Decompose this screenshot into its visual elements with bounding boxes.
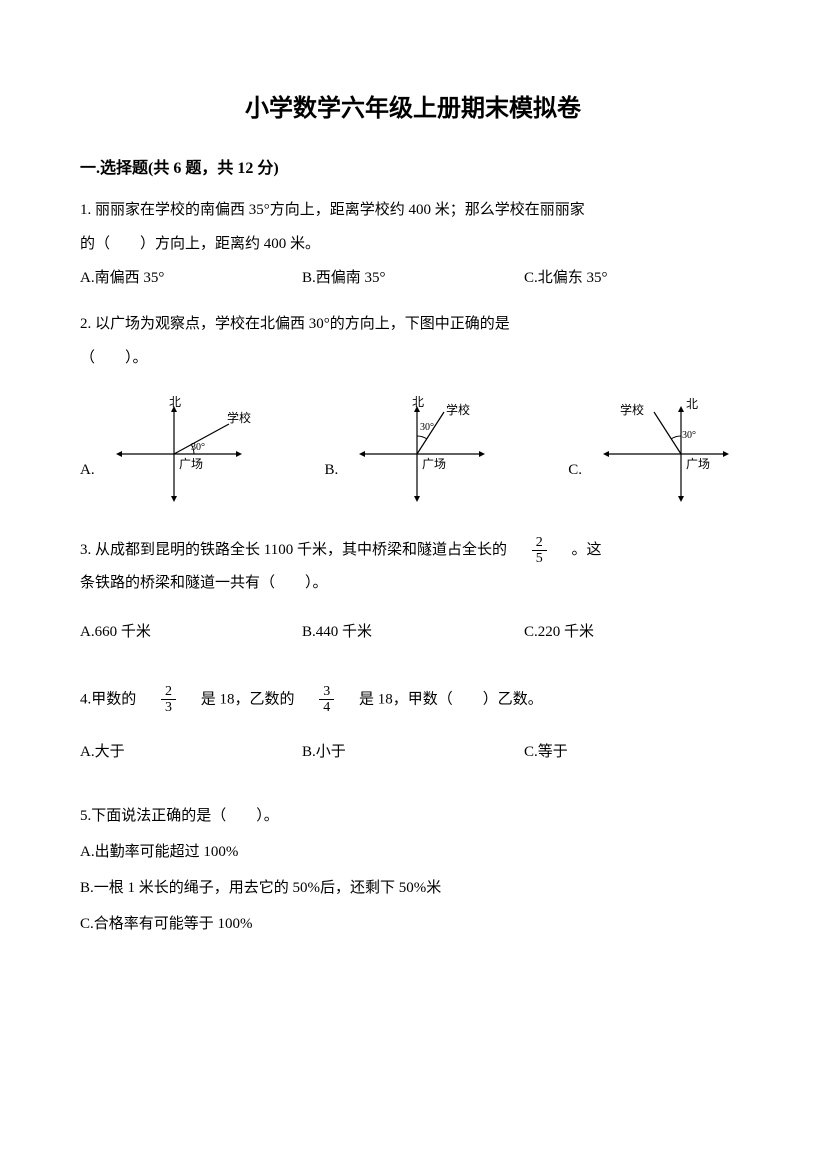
q3-fraction: 2 5 bbox=[532, 535, 547, 567]
q1-opt-a: A.南偏西 35° bbox=[80, 266, 302, 290]
q5-opt-a: A.出勤率可能超过 100% bbox=[80, 840, 746, 864]
q2-text: 2. 以广场为观察点，学校在北偏西 30°的方向上，下图中正确的是 bbox=[80, 312, 746, 336]
svg-text:广场: 广场 bbox=[686, 457, 710, 471]
q5-opt-b: B.一根 1 米长的绳子，用去它的 50%后，还剩下 50%米 bbox=[80, 876, 746, 900]
q4-frac2: 3 4 bbox=[319, 684, 334, 716]
q1-line2: 的（ ）方向上，距离约 400 米。 bbox=[80, 232, 746, 256]
q2-diagrams: A. 北 学校 30° 广场 B. bbox=[80, 394, 746, 504]
svg-text:北: 北 bbox=[412, 395, 424, 409]
page-title: 小学数学六年级上册期末模拟卷 bbox=[80, 90, 746, 128]
q3-suffix: 。这 bbox=[556, 542, 601, 558]
q1-opt-c: C.北偏东 35° bbox=[524, 266, 746, 290]
question-4: 4.甲数的 2 3 是 18，乙数的 3 4 是 18，甲数（ ）乙数。 A.大… bbox=[80, 684, 746, 764]
svg-text:30°: 30° bbox=[682, 430, 696, 441]
q2-label-b: B. bbox=[325, 458, 339, 504]
q2-label-c: C. bbox=[568, 458, 582, 504]
svg-text:学校: 学校 bbox=[620, 402, 644, 417]
q1-opt-b: B.西偏南 35° bbox=[302, 266, 524, 290]
svg-text:30°: 30° bbox=[420, 422, 434, 433]
q5-opt-c: C.合格率有可能等于 100% bbox=[80, 912, 746, 936]
q3-prefix: 3. 从成都到昆明的铁路全长 1100 千米，其中桥梁和隧道占全长的 bbox=[80, 542, 522, 558]
question-2: 2. 以广场为观察点，学校在北偏西 30°的方向上，下图中正确的是 （ ）。 A… bbox=[80, 312, 746, 504]
q5-text: 5.下面说法正确的是（ ）。 bbox=[80, 804, 746, 828]
q3-opt-a: A.660 千米 bbox=[80, 620, 302, 644]
q4-opt-a: A.大于 bbox=[80, 740, 302, 764]
diagram-c: 北 学校 30° 广场 bbox=[586, 394, 746, 504]
svg-text:广场: 广场 bbox=[179, 457, 203, 471]
q4-p2: 是 18，乙数的 bbox=[186, 691, 310, 707]
section-1-header: 一.选择题(共 6 题，共 12 分) bbox=[80, 156, 746, 182]
svg-text:学校: 学校 bbox=[446, 402, 470, 417]
diagram-b: 北 学校 30° 广场 bbox=[342, 394, 502, 504]
question-5: 5.下面说法正确的是（ ）。 A.出勤率可能超过 100% B.一根 1 米长的… bbox=[80, 804, 746, 936]
svg-text:学校: 学校 bbox=[227, 410, 251, 425]
q4-p1: 4.甲数的 bbox=[80, 691, 151, 707]
q2-label-a: A. bbox=[80, 458, 95, 504]
q1-line1: 1. 丽丽家在学校的南偏西 35°方向上，距离学校约 400 米；那么学校在丽丽… bbox=[80, 198, 746, 222]
q3-line2: 条铁路的桥梁和隧道一共有（ ）。 bbox=[80, 575, 328, 591]
q2-paren: （ ）。 bbox=[80, 346, 746, 370]
svg-text:30°: 30° bbox=[191, 442, 205, 453]
q3-opt-b: B.440 千米 bbox=[302, 620, 524, 644]
q4-p3: 是 18，甲数（ ）乙数。 bbox=[344, 691, 543, 707]
q4-opt-b: B.小于 bbox=[302, 740, 524, 764]
svg-text:北: 北 bbox=[686, 397, 698, 411]
question-3: 3. 从成都到昆明的铁路全长 1100 千米，其中桥梁和隧道占全长的 2 5 。… bbox=[80, 534, 746, 644]
q3-opt-c: C.220 千米 bbox=[524, 620, 746, 644]
question-1: 1. 丽丽家在学校的南偏西 35°方向上，距离学校约 400 米；那么学校在丽丽… bbox=[80, 198, 746, 290]
diagram-a: 北 学校 30° 广场 bbox=[99, 394, 259, 504]
svg-text:广场: 广场 bbox=[422, 457, 446, 471]
svg-text:北: 北 bbox=[169, 395, 181, 409]
q4-frac1: 2 3 bbox=[161, 684, 176, 716]
q4-opt-c: C.等于 bbox=[524, 740, 746, 764]
